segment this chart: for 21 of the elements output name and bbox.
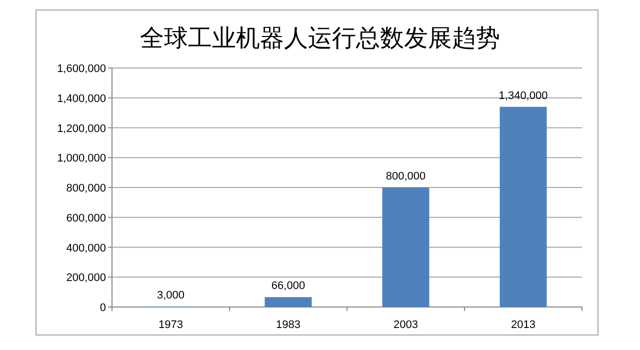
y-tick-label: 1,600,000 <box>57 63 106 75</box>
y-tick-label: 200,000 <box>66 272 106 284</box>
bar <box>500 106 547 307</box>
y-tick-label: 1,000,000 <box>57 152 106 165</box>
x-tick-label: 2003 <box>394 319 418 331</box>
bar <box>264 297 312 307</box>
data-label: 800,000 <box>386 170 426 182</box>
y-tick-label: 800,000 <box>66 182 106 194</box>
x-tick-label: 1973 <box>158 319 183 331</box>
data-label: 3,000 <box>156 290 185 302</box>
bar <box>382 188 430 307</box>
data-label: 1,340,000 <box>498 90 548 102</box>
x-tick-label: 1983 <box>276 319 300 331</box>
chart-title: 全球工业机器人运行总数发展趋势 <box>140 24 500 52</box>
y-tick-label: 1,400,000 <box>57 92 106 105</box>
y-tick-label: 1,200,000 <box>57 122 106 135</box>
y-tick-label: 600,000 <box>66 212 106 224</box>
y-tick-label: 400,000 <box>66 242 106 254</box>
x-tick-label: 2013 <box>511 319 536 331</box>
y-tick-label: 0 <box>100 302 106 314</box>
data-label: 66,000 <box>271 280 306 292</box>
